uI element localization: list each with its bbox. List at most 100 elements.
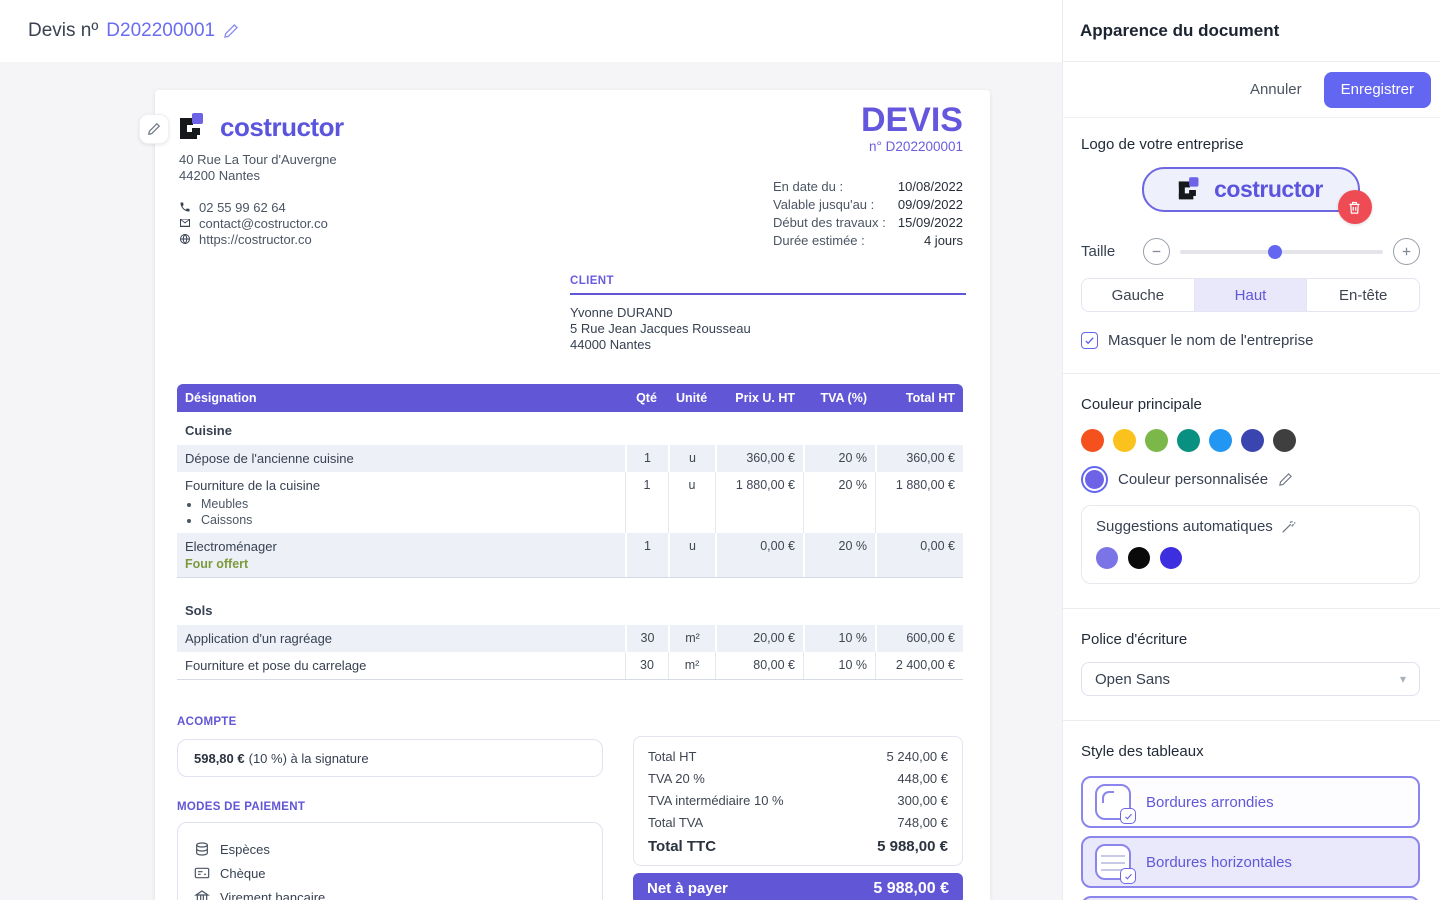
custom-color-row: Couleur personnalisée [1081,466,1420,493]
color-swatch[interactable] [1177,429,1200,452]
payment-method: Virement bancaire [194,885,586,900]
table-row: Electroménager Four offert 1 u 0,00 € 20… [177,533,963,578]
panel-title: Apparence du document [1080,20,1280,40]
meta-value: 4 jours [923,232,963,248]
logo-section-label: Logo de votre entreprise [1081,136,1244,153]
company-website: https://costructor.co [199,231,312,247]
col-header-designation: Désignation [185,391,257,405]
client-name: Yvonne DURAND [570,305,673,320]
payment-method: Chèque [194,861,586,885]
payment-column: ACOMPTE 598,80 € (10 %) à la signature M… [177,712,603,900]
client-divider [570,293,966,295]
acompte-amount: 598,80 € [194,750,245,766]
check-icon [1120,808,1136,824]
company-block: costructor 40 Rue La Tour d'Auvergne 442… [179,112,344,247]
section-title: Cuisine [185,423,232,438]
company-name: costructor [220,112,344,142]
slider-thumb[interactable] [1268,245,1283,259]
font-select-value: Open Sans [1095,670,1171,688]
company-address-1: 40 Rue La Tour d'Auvergne [179,152,337,167]
font-section-label: Police d'écriture [1081,631,1188,648]
table-row: Fourniture et pose du carrelage 30 m² 80… [177,652,963,680]
meta-value: 15/09/2022 [897,214,963,230]
row-note: Four offert [185,557,249,571]
color-swatch[interactable] [1241,429,1264,452]
check-icon [1120,868,1136,884]
items-table: Désignation Qté Unité Prix U. HT TVA (%)… [177,384,963,680]
edit-logo-button[interactable] [139,114,169,144]
company-logo: costructor [179,112,344,143]
trash-icon [1349,201,1360,214]
hide-company-name-option[interactable]: Masquer le nom de l'entreprise [1081,332,1420,349]
suggested-color-swatch[interactable] [1128,547,1150,569]
company-email: contact@costructor.co [199,215,328,231]
tab-gauche[interactable]: Gauche [1082,279,1194,311]
acompte-box: 598,80 € (10 %) à la signature [177,739,603,777]
horizontal-borders-icon [1094,843,1136,884]
table-style-section-label: Style des tableaux [1081,743,1204,760]
custom-color-label: Couleur personnalisée [1118,471,1269,488]
color-swatch[interactable] [1209,429,1232,452]
meta-label: Durée estimée : [773,232,865,248]
delete-logo-button[interactable] [1337,190,1372,224]
plus-icon [1402,247,1411,256]
table-style-vertical-borders[interactable]: Bordures verticales [1081,896,1420,900]
size-slider[interactable] [1180,238,1383,265]
meta-label: En date du : [773,178,844,194]
net-to-pay-bar: Net à payer 5 988,00 € [633,873,963,900]
divider [1063,373,1440,374]
tab-en-tete[interactable]: En-tête [1306,279,1419,311]
appearance-panel: Apparence du document Annuler Enregistre… [1062,0,1440,900]
document-preview: costructor 40 Rue La Tour d'Auvergne 442… [155,90,990,900]
page-title: Devis nº [28,20,99,41]
size-decrease-button[interactable] [1143,238,1170,265]
suggested-color-swatch[interactable] [1096,547,1118,569]
logo-preview[interactable]: costructor [1141,167,1360,212]
envelope-icon [180,219,190,227]
col-header-price: Prix U. HT [735,391,795,405]
color-swatch[interactable] [1081,429,1104,452]
meta-label: Début des travaux : [773,214,886,230]
acompte-label: ACOMPTE [177,716,237,728]
logo-preview-text: costructor [1214,176,1323,202]
color-swatch[interactable] [1113,429,1136,452]
color-section-label: Couleur principale [1081,396,1202,413]
tab-haut[interactable]: Haut [1193,279,1307,311]
table-row: Application d'un ragréage 30 m² 20,00 € … [177,625,963,652]
doc-number-link[interactable]: D202200001 [106,20,216,41]
client-block: CLIENT Yvonne DURAND 5 Rue Jean Jacques … [570,275,966,353]
row-bullet-list: Meubles Caissons [185,497,617,527]
pencil-icon [148,122,161,135]
col-header-total: Total HT [905,391,955,405]
chevron-down-icon: ▾ [1399,672,1406,686]
custom-color-swatch-selected[interactable] [1081,466,1108,493]
client-label: CLIENT [570,275,614,287]
totals-box: Total HT 5 240,00 € TVA 20 % 448,00 € TVA … [633,736,963,866]
client-address-2: 44000 Nantes [570,337,651,352]
auto-suggestions-box: Suggestions automatiques [1081,505,1420,584]
checkbox-checked-icon[interactable] [1081,332,1098,349]
suggested-color-swatch[interactable] [1160,547,1182,569]
table-style-horizontal-borders[interactable]: Bordures horizontales [1081,836,1420,888]
meta-value: 10/08/2022 [897,178,963,194]
document-number: n° D202200001 [869,139,963,154]
company-address-2: 44200 Nantes [179,168,260,183]
company-phone: 02 55 99 62 64 [199,199,286,215]
edit-doc-number-icon[interactable] [223,23,239,39]
edit-custom-color-icon[interactable] [1278,472,1293,487]
table-row: Dépose de l'ancienne cuisine 1 u 360,00 … [177,445,963,472]
globe-icon [180,233,190,245]
minus-icon [1152,250,1161,253]
cheque-icon [194,867,210,879]
suggestions-label: Suggestions automatiques [1096,518,1273,535]
col-header-tva: TVA (%) [820,391,867,405]
color-swatch[interactable] [1145,429,1168,452]
cancel-button[interactable]: Annuler [1249,81,1302,98]
font-select[interactable]: Open Sans ▾ [1081,662,1420,696]
color-swatch[interactable] [1273,429,1296,452]
payment-modes-label: MODES DE PAIEMENT [177,801,306,813]
size-increase-button[interactable] [1393,238,1420,265]
save-button[interactable]: Enregistrer [1323,71,1431,108]
table-style-rounded-borders[interactable]: Bordures arrondies [1081,776,1420,828]
